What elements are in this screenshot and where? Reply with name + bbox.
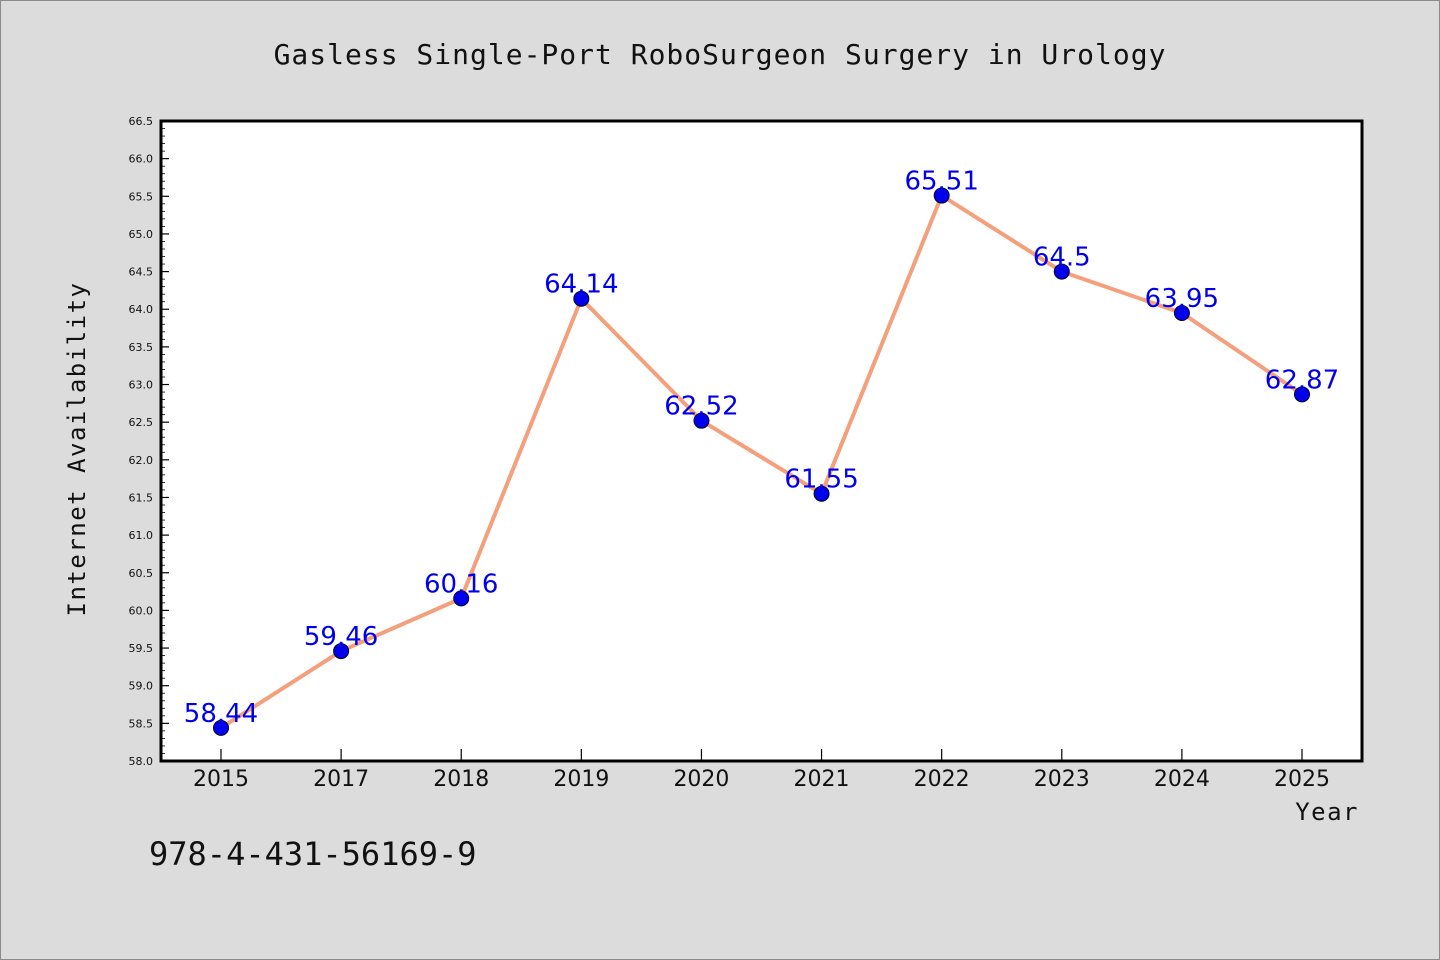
- y-tick-label: 61.0: [129, 529, 154, 542]
- y-tick-label: 65.0: [129, 228, 154, 241]
- data-point: [213, 719, 229, 736]
- data-label: 62.52: [664, 392, 738, 422]
- y-tick-label: 66.0: [129, 153, 154, 166]
- y-axis-label: Internet Availability: [63, 282, 91, 617]
- y-tick-label: 64.0: [129, 303, 154, 316]
- x-tick-label: 2018: [433, 767, 489, 792]
- footer-code: 978-4-431-56169-9: [149, 835, 477, 873]
- x-tick-label: 2024: [1154, 767, 1210, 792]
- data-point: [1294, 386, 1310, 403]
- x-axis: 2015 2017 2018 2019 2020 2021 2022 2023 2024 2025: [193, 749, 1330, 792]
- y-tick-label: 61.5: [129, 491, 154, 504]
- data-point: [1173, 305, 1190, 321]
- y-tick-label: 66.5: [129, 115, 154, 128]
- y-tick-label: 59.5: [129, 642, 154, 655]
- y-axis: 58.0 58.5 59.0 59.5 60.0 60.5 61.0 61.5 62.0 62.5…: [129, 115, 169, 768]
- data-label: 64.14: [544, 270, 618, 300]
- data-label: 63.95: [1145, 284, 1219, 314]
- chart-title: Gasless Single-Port RoboSurgeon Surgery …: [274, 38, 1167, 71]
- data-label: 64.5: [1033, 243, 1091, 273]
- y-tick-label: 59.0: [129, 680, 154, 693]
- y-tick-label: 62.0: [129, 454, 154, 467]
- y-tick-label: 60.0: [129, 604, 154, 617]
- y-tick-label: 65.5: [129, 190, 154, 203]
- data-point: [693, 412, 710, 429]
- data-point: [813, 485, 830, 502]
- y-tick-label: 58.5: [129, 717, 154, 730]
- y-tick-label: 60.5: [129, 567, 154, 580]
- y-tick-label: 62.5: [129, 416, 154, 429]
- data-point: [573, 290, 590, 307]
- data-label: 58.44: [184, 699, 258, 729]
- x-tick-label: 2017: [313, 767, 369, 792]
- x-tick-label: 2025: [1274, 767, 1330, 792]
- y-tick-label: 58.0: [129, 755, 154, 768]
- series-line-group: 58.44 59.46 60.16 64.14 62.52 61.55 65.51 64.5 6…: [184, 167, 1339, 736]
- series-line: [219, 193, 1304, 730]
- x-tick-label: 2021: [794, 767, 850, 792]
- data-point: [453, 590, 470, 607]
- x-tick-label: 2020: [673, 767, 729, 792]
- data-label: 65.51: [904, 167, 978, 197]
- data-label: 61.55: [784, 465, 858, 495]
- x-tick-label: 2022: [914, 767, 970, 792]
- y-tick-label: 63.5: [129, 341, 154, 354]
- data-point: [1053, 263, 1070, 280]
- x-tick-label: 2023: [1034, 767, 1090, 792]
- data-label: 62.87: [1265, 365, 1339, 395]
- data-point: [333, 643, 350, 660]
- data-label: 60.16: [424, 569, 498, 599]
- x-tick-label: 2015: [193, 767, 249, 792]
- y-tick-label: 63.0: [129, 379, 154, 392]
- x-axis-label: Year: [1295, 798, 1359, 826]
- plot-area: [159, 119, 1364, 763]
- y-tick-label: 64.5: [129, 266, 154, 279]
- data-point: [933, 187, 950, 204]
- x-tick-label: 2019: [553, 767, 609, 792]
- data-label: 59.46: [304, 622, 378, 652]
